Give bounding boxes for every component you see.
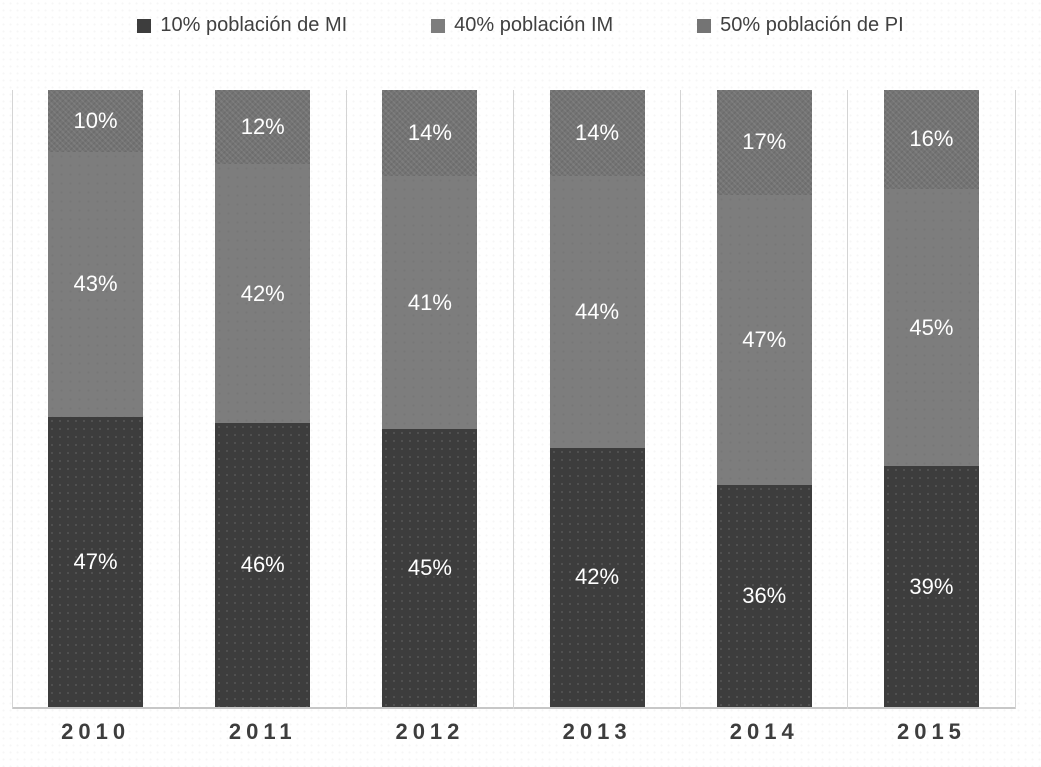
bar-column-2010: 10% 43% 47%	[12, 90, 179, 707]
vertical-gridline	[513, 90, 514, 709]
segment-value-label: 43%	[73, 271, 118, 297]
segment-value-label: 36%	[742, 582, 787, 608]
x-axis-label-2015: 2015	[896, 719, 966, 744]
segment-value-label: 47%	[73, 548, 118, 574]
x-axis-label-2012: 2012	[395, 719, 465, 744]
vertical-gridline	[680, 90, 682, 709]
segment-value-label: 17%	[742, 129, 787, 155]
legend-swatch-icon	[431, 18, 446, 33]
bar-column-2015: 16% 45% 39%	[848, 90, 1015, 707]
bar-column-2012: 14% 41% 45%	[346, 90, 513, 707]
segment-value-label: 44%	[575, 299, 620, 325]
vertical-gridline	[345, 90, 347, 709]
segment-value-label: 14%	[407, 120, 452, 146]
segment-value-label: 14%	[575, 120, 620, 146]
vertical-gridline	[11, 90, 13, 709]
bar-segment-2013-s1: 44%	[549, 176, 645, 448]
legend-label: 50% población de PI	[720, 14, 904, 36]
bar-segment-2011-s1: 42%	[215, 164, 311, 424]
bar-segment-2010-s1: 43%	[48, 151, 144, 417]
vertical-gridline	[1014, 90, 1016, 709]
bar-column-2013: 14% 44% 42%	[514, 90, 681, 707]
legend-item-0: 10% población de MI	[137, 14, 347, 37]
stacked-bar-2010: 10% 43% 47%	[48, 90, 144, 707]
bar-segment-2013-s2: 14%	[549, 90, 645, 177]
bar-segment-2012-s1: 41%	[382, 176, 478, 430]
bar-column-2014: 17% 47% 36%	[681, 90, 848, 707]
stacked-bar-2014: 17% 47% 36%	[716, 90, 812, 707]
legend-item-2: 50% población de PI	[697, 14, 904, 37]
x-axis-label-2014: 2014	[729, 719, 799, 744]
vertical-gridline	[847, 90, 849, 709]
segment-value-label: 12%	[240, 114, 285, 140]
segment-value-label: 42%	[575, 564, 620, 590]
bar-segment-2010-s2: 10%	[48, 90, 144, 152]
bar-segment-2015-s1: 45%	[883, 188, 979, 467]
x-axis-label-2013: 2013	[562, 719, 632, 744]
legend-label: 40% población IM	[454, 14, 614, 36]
segment-value-label: 46%	[240, 552, 285, 578]
bar-segment-2014-s2: 17%	[716, 90, 812, 195]
stacked-bar-2015: 16% 45% 39%	[883, 90, 979, 707]
legend-item-1: 40% población IM	[431, 14, 613, 37]
segment-value-label: 16%	[909, 126, 954, 152]
bar-segment-2011-s0: 46%	[215, 423, 311, 707]
segment-value-label: 47%	[742, 326, 787, 352]
segment-value-label: 10%	[73, 107, 118, 133]
bar-segment-2014-s1: 47%	[716, 194, 812, 485]
stacked-bar-2011: 12% 42% 46%	[215, 90, 311, 707]
bar-segment-2014-s0: 36%	[716, 484, 812, 707]
bar-segment-2012-s0: 45%	[382, 429, 478, 707]
x-axis-label-2011: 2011	[228, 719, 297, 744]
chart-legend: 10% población de MI 40% población IM 50% p…	[0, 14, 1041, 37]
segment-value-label: 45%	[909, 314, 954, 340]
legend-swatch-icon	[697, 18, 712, 33]
bar-segment-2011-s2: 12%	[215, 90, 311, 165]
vertical-gridline	[178, 90, 180, 709]
bar-segment-2015-s0: 39%	[883, 466, 979, 707]
stacked-bar-2012: 14% 41% 45%	[382, 90, 478, 707]
bar-segment-2010-s0: 47%	[48, 416, 144, 707]
bar-column-2011: 12% 42% 46%	[179, 90, 346, 707]
segment-value-label: 39%	[909, 573, 954, 599]
segment-value-label: 45%	[407, 555, 452, 581]
x-axis-label-2010: 2010	[61, 719, 131, 744]
legend-label: 10% población de MI	[160, 14, 348, 36]
stacked-bar-2013: 14% 44% 42%	[549, 90, 645, 707]
x-axis-labels: 2010 2011 2012 2013 2014 2015	[12, 719, 1015, 745]
segment-value-label: 41%	[407, 289, 452, 315]
legend-swatch-icon	[137, 18, 152, 33]
plot-area: 10% 43% 47% 12% 42% 46% 14% 41% 45% 14% 44% 42% 17% 4…	[11, 90, 1016, 709]
bar-segment-2015-s2: 16%	[883, 90, 979, 189]
segment-value-label: 42%	[240, 280, 285, 306]
bar-segment-2012-s2: 14%	[382, 90, 478, 177]
bar-segment-2013-s0: 42%	[549, 447, 645, 707]
